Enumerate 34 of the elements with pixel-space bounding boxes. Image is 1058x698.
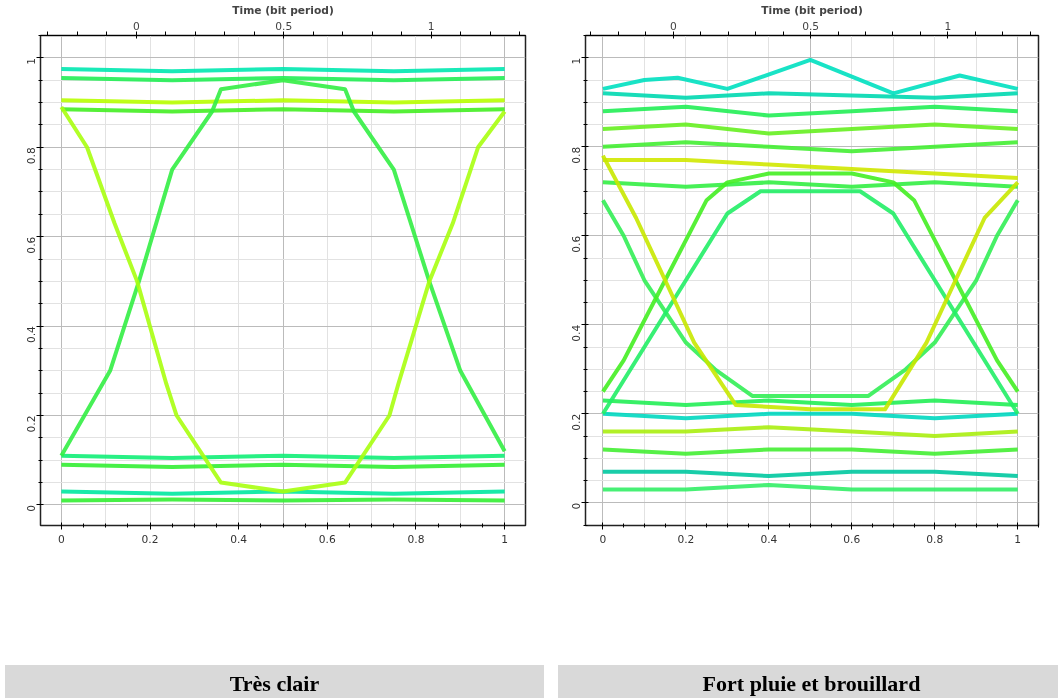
x-tick-label: 1: [501, 532, 509, 546]
y-tick-label: 0.8: [25, 147, 39, 165]
x-tick-label: 0.6: [318, 532, 337, 546]
x-tick-label: 0.8: [926, 532, 944, 546]
x2-tick-label: 1: [944, 19, 952, 33]
x-tick-label: 0.4: [760, 532, 778, 546]
x-tick-label: 0: [57, 532, 65, 546]
y-tick-label: 0.4: [570, 324, 584, 342]
text: Fort pluie et brouillard: [702, 670, 921, 698]
y-tick-label: 0.2: [25, 415, 39, 433]
x2-tick-label: 0: [132, 19, 140, 33]
x2-tick-label: 1: [427, 19, 435, 33]
y-tick-label: 0.6: [25, 236, 39, 254]
x-tick-label: 0.2: [677, 532, 695, 546]
x2-axis-title: Time (bit period): [761, 3, 863, 17]
y-tick-label: 0.2: [570, 413, 584, 431]
y-tick-label: 0.4: [25, 325, 39, 344]
x2-tick-label: 0.5: [275, 19, 293, 33]
x-tick-label: 0.6: [843, 532, 861, 546]
x-tick-label: 0.4: [230, 532, 248, 546]
x2-tick-label: 0: [669, 19, 677, 33]
x-tick-label: 0: [599, 532, 607, 546]
y-tick-label: 0: [25, 504, 39, 512]
x-tick-label: 0.8: [407, 532, 425, 546]
y-tick-label: 1: [25, 57, 39, 65]
x2-axis-title: Time (bit period): [232, 3, 334, 17]
x-tick-label: 0.2: [141, 532, 159, 546]
y-tick-label: 0.6: [570, 235, 584, 253]
text: Très clair: [229, 670, 320, 698]
y-tick-label: 0.8: [570, 146, 584, 164]
y-tick-label: 1: [570, 57, 584, 65]
y-tick-label: 0: [570, 502, 584, 510]
x2-tick-label: 0.5: [802, 19, 820, 33]
x-tick-label: 1: [1014, 532, 1022, 546]
